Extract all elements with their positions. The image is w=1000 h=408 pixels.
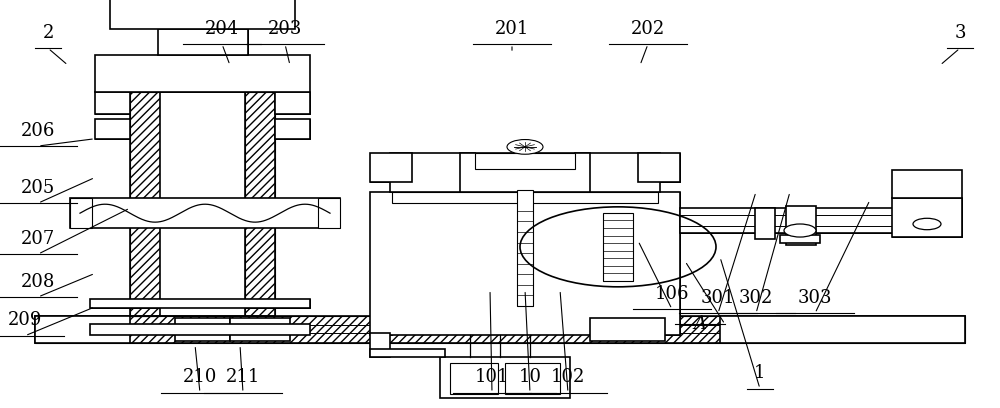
Bar	[370, 153, 412, 182]
Text: 10: 10	[518, 368, 542, 386]
Bar	[370, 333, 390, 357]
Bar	[517, 190, 533, 306]
Bar	[35, 316, 130, 343]
Bar	[35, 316, 965, 343]
Bar	[90, 324, 310, 335]
Bar	[780, 235, 820, 243]
Text: 208: 208	[21, 273, 55, 290]
Text: 207: 207	[21, 230, 55, 248]
Text: A: A	[694, 315, 706, 333]
Bar	[720, 316, 965, 343]
Bar	[110, 0, 295, 29]
Bar	[370, 349, 445, 357]
Bar	[95, 55, 310, 92]
Bar	[318, 198, 340, 228]
Bar	[392, 192, 658, 203]
Bar	[892, 170, 962, 198]
Bar	[90, 299, 310, 308]
Bar	[755, 208, 775, 239]
Bar	[175, 318, 230, 341]
Bar	[370, 153, 412, 182]
Circle shape	[913, 218, 941, 230]
Bar	[275, 119, 310, 139]
Text: 102: 102	[551, 368, 585, 386]
Bar	[892, 198, 962, 237]
Bar	[90, 299, 310, 308]
Bar	[226, 29, 248, 55]
Text: 2: 2	[42, 24, 54, 42]
Bar	[720, 316, 965, 343]
Text: 206: 206	[21, 122, 55, 140]
Text: 301: 301	[701, 289, 735, 307]
Bar	[475, 153, 575, 169]
Bar	[95, 119, 130, 139]
Bar	[275, 119, 310, 139]
Text: 204: 204	[205, 20, 239, 38]
Bar	[160, 92, 245, 316]
Text: 201: 201	[495, 20, 529, 38]
Bar	[460, 153, 590, 192]
Bar	[275, 92, 310, 114]
Bar	[680, 208, 960, 233]
Bar	[35, 316, 965, 343]
Text: 106: 106	[655, 285, 689, 303]
Bar	[450, 363, 498, 394]
Bar	[892, 198, 962, 237]
Text: 205: 205	[21, 179, 55, 197]
Bar	[370, 192, 680, 335]
Bar	[95, 119, 130, 139]
Text: 202: 202	[631, 20, 665, 38]
Bar	[392, 192, 658, 203]
Bar	[70, 198, 340, 228]
Bar	[440, 357, 570, 398]
Text: 3: 3	[954, 24, 966, 42]
Bar	[575, 153, 660, 192]
Bar	[390, 153, 475, 192]
Text: 203: 203	[268, 20, 302, 38]
Text: 1: 1	[754, 364, 766, 382]
Bar	[70, 198, 92, 228]
Bar	[230, 318, 290, 341]
Text: 303: 303	[798, 289, 832, 307]
Bar	[505, 363, 560, 394]
Bar	[158, 29, 248, 55]
Text: 209: 209	[8, 311, 42, 329]
Bar	[158, 29, 180, 55]
Text: 101: 101	[475, 368, 509, 386]
Bar	[370, 192, 392, 335]
Circle shape	[507, 140, 543, 154]
Text: 211: 211	[226, 368, 260, 386]
Bar	[638, 153, 680, 182]
Bar	[603, 213, 633, 281]
Bar	[590, 318, 665, 341]
Bar	[245, 92, 275, 316]
Text: 302: 302	[739, 289, 773, 307]
Bar	[638, 153, 680, 182]
Bar	[95, 92, 130, 114]
Bar	[130, 92, 160, 316]
Bar	[786, 206, 816, 245]
Bar	[275, 92, 310, 114]
Bar	[658, 192, 680, 335]
Bar	[680, 208, 960, 233]
Bar	[603, 213, 633, 281]
Text: 210: 210	[183, 368, 217, 386]
Circle shape	[784, 224, 816, 237]
Bar	[130, 92, 275, 316]
Bar	[95, 92, 130, 114]
